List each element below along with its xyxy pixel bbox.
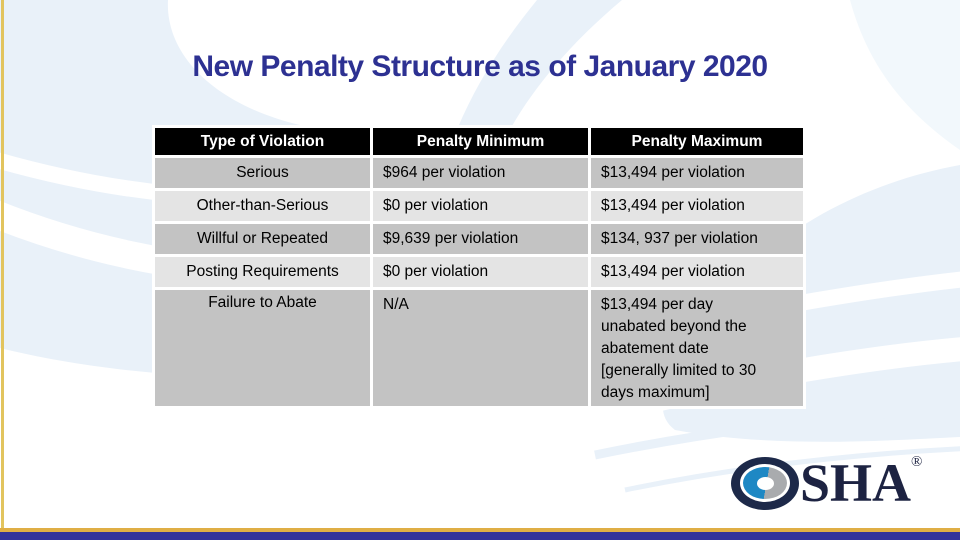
penalty-min-cell: $0 per violation <box>373 257 588 287</box>
violation-type-cell: Other-than-Serious <box>155 191 370 221</box>
bottom-gold-line <box>0 528 960 532</box>
osha-o-icon <box>731 456 799 510</box>
violation-type-cell: Serious <box>155 158 370 188</box>
table-row-failure-to-abate: Failure to Abate N/A $13,494 per day una… <box>155 290 803 406</box>
violation-type-cell: Willful or Repeated <box>155 224 370 254</box>
column-header-min: Penalty Minimum <box>373 128 588 155</box>
penalty-table: Type of Violation Penalty Minimum Penalt… <box>152 125 806 409</box>
penalty-min-cell: $964 per violation <box>373 158 588 188</box>
penalty-max-cell: $13,494 per violation <box>591 158 803 188</box>
penalty-max-cell: $134, 937 per violation <box>591 224 803 254</box>
violation-type-cell: Posting Requirements <box>155 257 370 287</box>
table-row-posting-requirements: Posting Requirements $0 per violation $1… <box>155 257 803 287</box>
penalty-min-cell: N/A <box>373 290 588 406</box>
registered-trademark-mark: ® <box>911 454 923 470</box>
table-row-willful-or-repeated: Willful or Repeated $9,639 per violation… <box>155 224 803 254</box>
column-header-type: Type of Violation <box>155 128 370 155</box>
table-header-row: Type of Violation Penalty Minimum Penalt… <box>155 128 803 155</box>
penalty-max-cell: $13,494 per violation <box>591 191 803 221</box>
penalty-max-cell: $13,494 per day unabated beyond the abat… <box>591 290 803 406</box>
left-accent-stripe <box>1 0 4 530</box>
table-row-serious: Serious $964 per violation $13,494 per v… <box>155 158 803 188</box>
bottom-navy-bar <box>0 532 960 540</box>
slide-title: New Penalty Structure as of January 2020 <box>192 50 768 83</box>
penalty-min-cell: $9,639 per violation <box>373 224 588 254</box>
table-row-other-than-serious: Other-than-Serious $0 per violation $13,… <box>155 191 803 221</box>
penalty-max-cell: $13,494 per violation <box>591 257 803 287</box>
osha-logo: SHA ® <box>731 452 922 514</box>
penalty-min-cell: $0 per violation <box>373 191 588 221</box>
column-header-max: Penalty Maximum <box>591 128 803 155</box>
osha-logo-text: SHA <box>800 453 912 513</box>
violation-type-cell: Failure to Abate <box>155 290 370 406</box>
